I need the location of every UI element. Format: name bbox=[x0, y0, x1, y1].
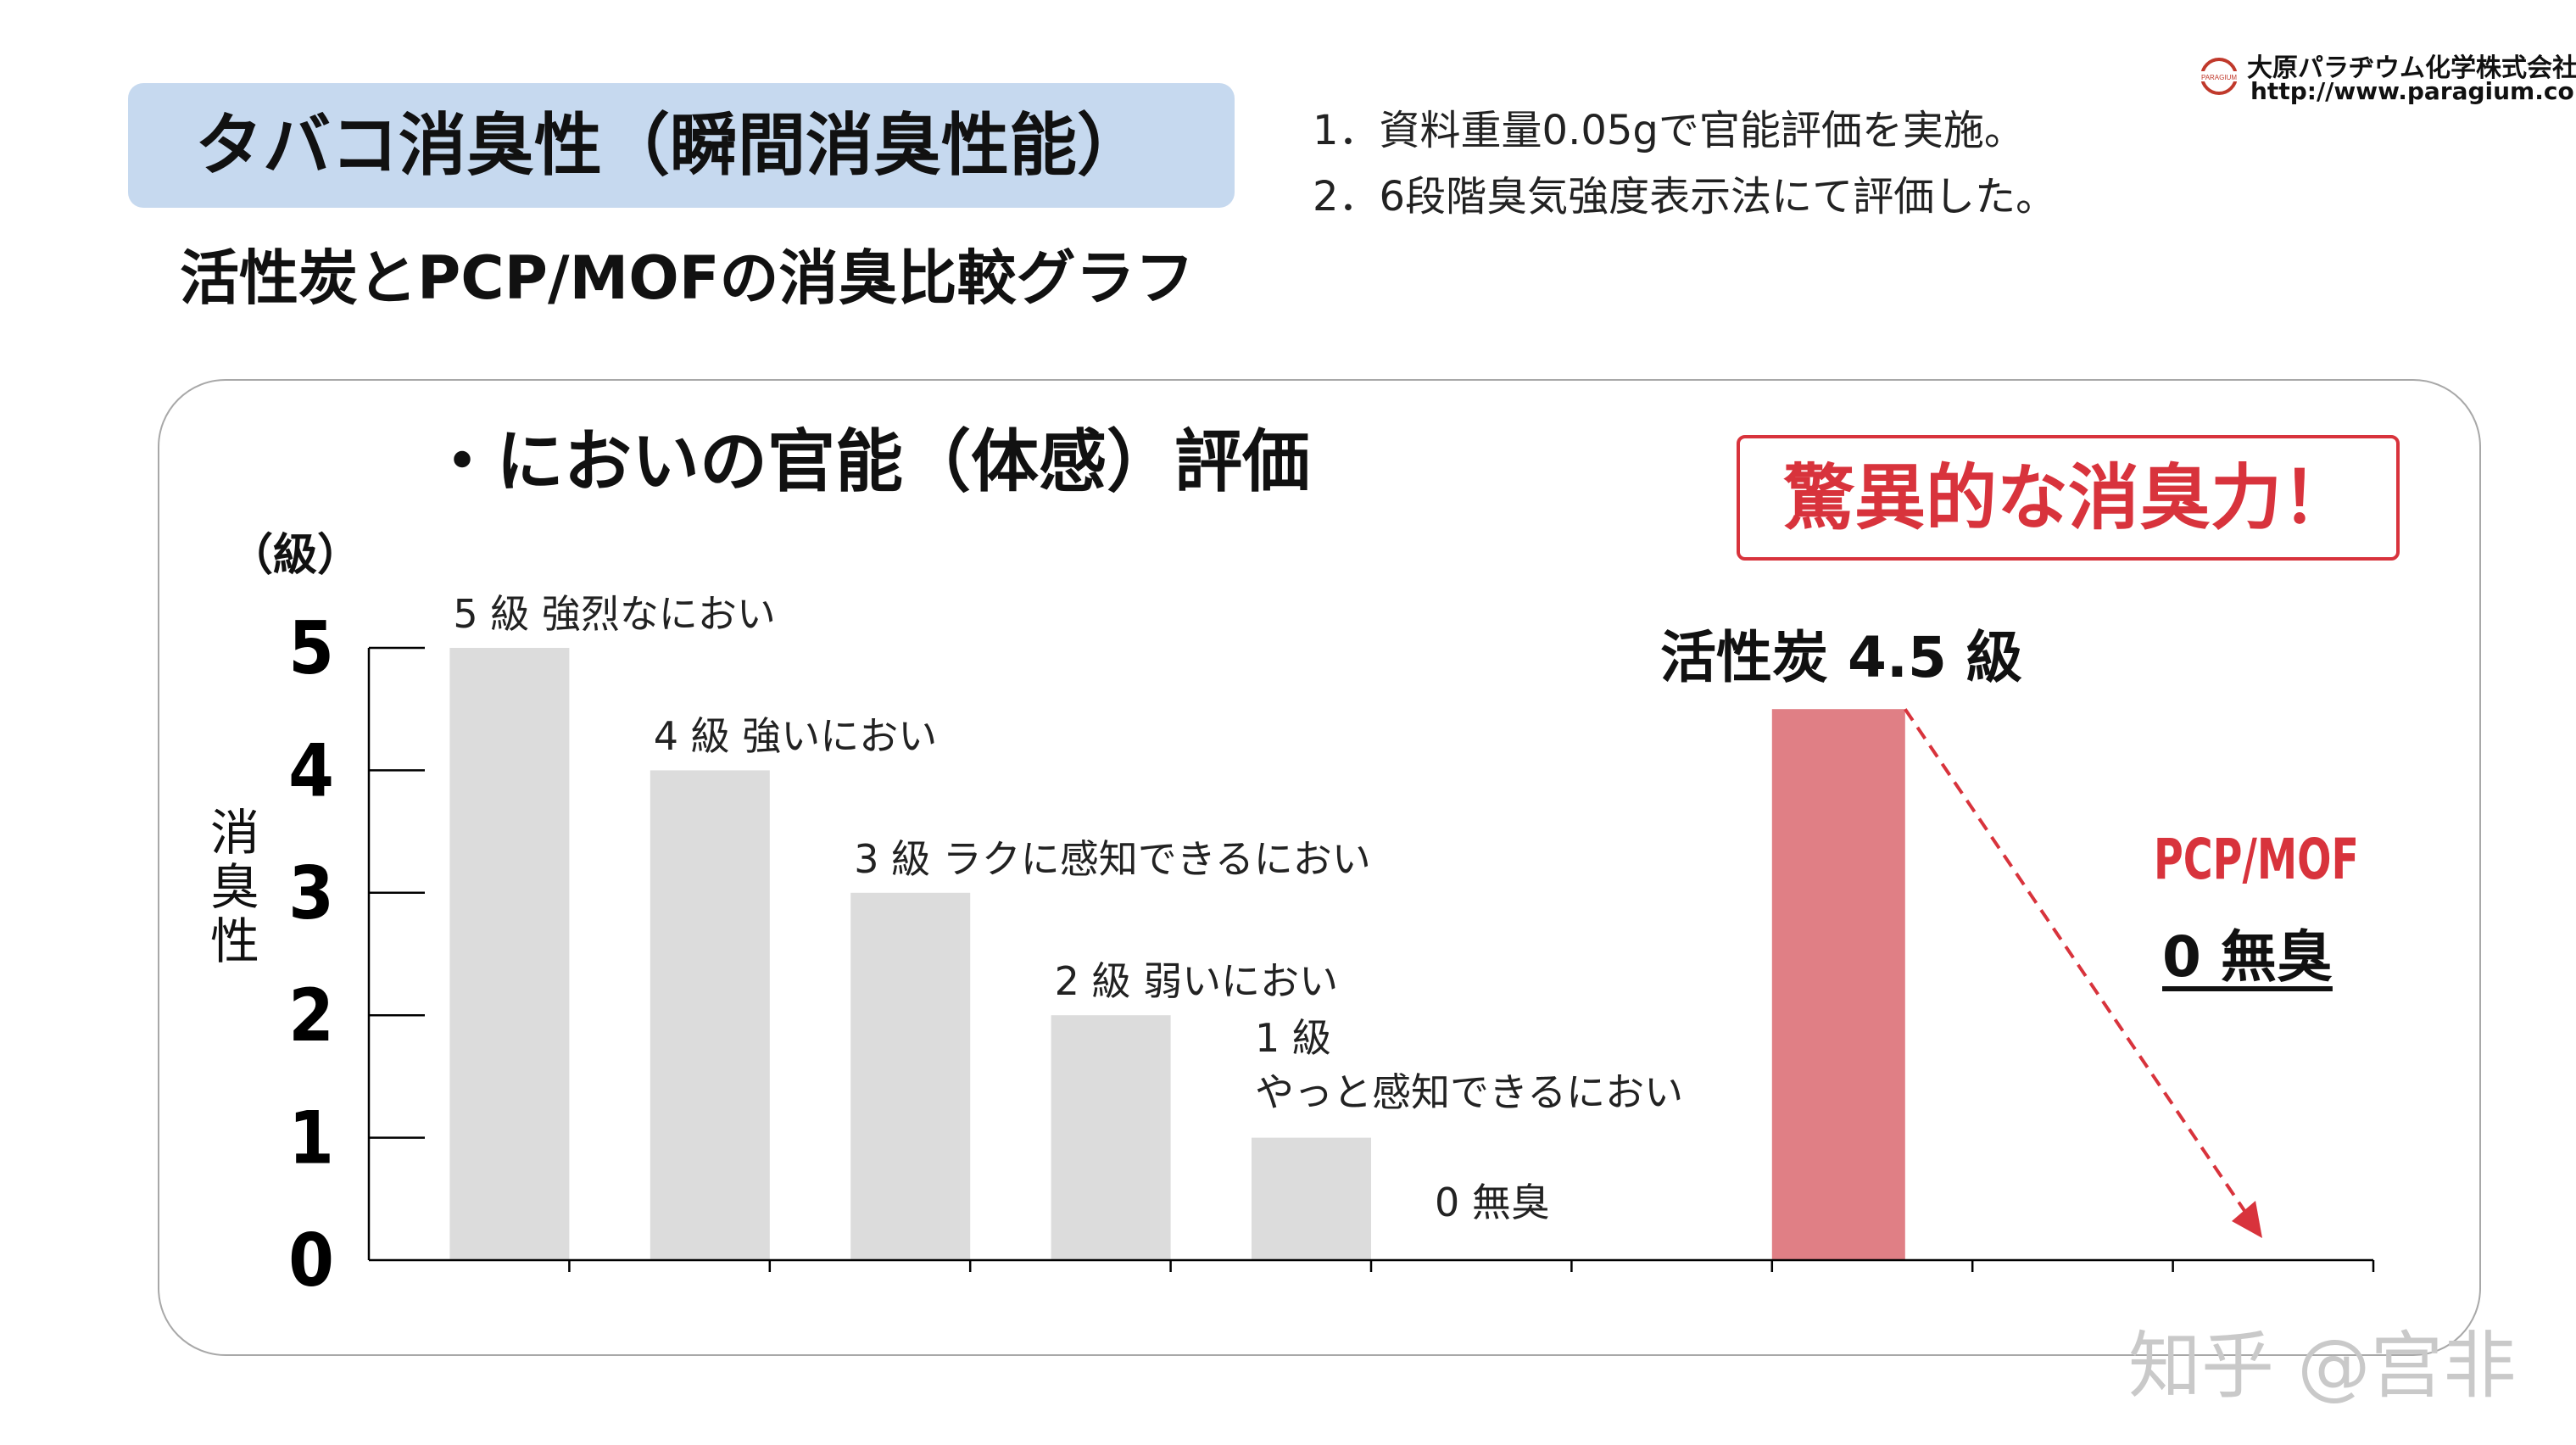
y-tick-label: 5 bbox=[288, 606, 334, 691]
reference-bar bbox=[1252, 1137, 1371, 1260]
chart-panel bbox=[158, 379, 2481, 1356]
reference-bar bbox=[850, 892, 971, 1260]
reference-bar-label: 0 無臭 bbox=[1435, 1180, 1550, 1225]
pcp-mof-label: PCP/MOF bbox=[2154, 827, 2359, 892]
dashed-arrow-line bbox=[1904, 708, 2255, 1226]
reference-bar bbox=[650, 770, 770, 1260]
page-title: タバコ消臭性（瞬間消臭性能） bbox=[195, 106, 1145, 185]
note-2: 2．6段階臭気強度表示法にて評価した。 bbox=[1313, 173, 2057, 220]
y-tick-label: 4 bbox=[288, 728, 334, 813]
page-subtitle: 活性炭とPCP/MOFの消臭比較グラフ bbox=[180, 243, 1195, 313]
y-tick-label: 3 bbox=[288, 851, 334, 936]
carbon-bar bbox=[1771, 709, 1905, 1260]
pcp-mof-value: 0 無臭 bbox=[2162, 924, 2333, 990]
carbon-bar-label: 活性炭 4.5 級 bbox=[1660, 625, 2022, 690]
y-tick-label: 1 bbox=[288, 1096, 334, 1181]
note-1: 1．資料重量0.05gで官能評価を実施。 bbox=[1313, 107, 2025, 154]
paragium-logo-icon: PARAGIUM bbox=[2200, 58, 2239, 95]
company-name: 大原パラヂウム化学株式会社 bbox=[2247, 53, 2576, 83]
y-unit-label: （級） bbox=[229, 530, 362, 581]
reference-bar-label: 2 級 弱いにおい bbox=[1054, 958, 1339, 1005]
y-axis-label: 消臭性 bbox=[209, 804, 259, 970]
reference-bar-label: 3 級 ラクに感知できるにおい bbox=[854, 835, 1371, 882]
title-box bbox=[128, 83, 1235, 208]
company-url: http://www.paragium.co.jp bbox=[2250, 77, 2576, 105]
watermark: 知乎 @宫非 bbox=[2128, 1324, 2517, 1409]
callout-text: 驚異的な消臭力！ bbox=[1782, 456, 2353, 539]
y-tick-label: 2 bbox=[288, 974, 334, 1058]
reference-bar-label: 1 級やっと感知できるにおい bbox=[1255, 1014, 1684, 1115]
callout-box: 驚異的な消臭力！ bbox=[1737, 435, 2400, 561]
svg-text:PARAGIUM: PARAGIUM bbox=[2201, 74, 2237, 81]
chart-heading: ・においの官能（体感）評価 bbox=[428, 422, 1310, 501]
reference-bar-label: 5 級 強烈なにおい bbox=[453, 591, 776, 637]
reference-bar bbox=[449, 648, 570, 1260]
arrow-head-icon bbox=[2232, 1201, 2262, 1238]
reference-bar-label: 4 級 強いにおい bbox=[653, 713, 938, 760]
y-tick-label: 0 bbox=[288, 1219, 334, 1303]
reference-bar bbox=[1051, 1015, 1171, 1260]
